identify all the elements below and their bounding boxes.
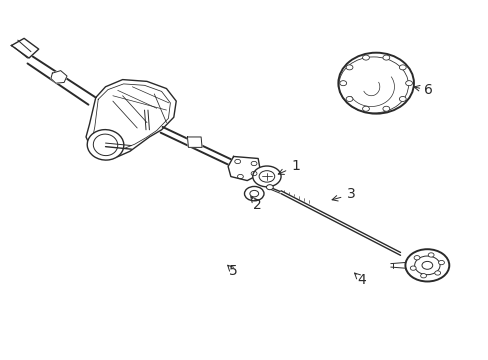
Ellipse shape — [405, 249, 448, 282]
Text: 5: 5 — [229, 265, 238, 278]
Circle shape — [409, 266, 415, 270]
Text: 2: 2 — [253, 198, 262, 212]
Circle shape — [346, 96, 352, 102]
Polygon shape — [187, 137, 202, 147]
Circle shape — [346, 65, 352, 70]
Circle shape — [434, 271, 440, 275]
Circle shape — [382, 106, 389, 111]
Ellipse shape — [266, 185, 273, 190]
Circle shape — [399, 65, 406, 70]
Text: 6: 6 — [424, 84, 432, 97]
Text: 4: 4 — [356, 273, 365, 287]
Ellipse shape — [338, 53, 413, 114]
Circle shape — [438, 260, 444, 265]
Circle shape — [339, 81, 346, 86]
Polygon shape — [11, 39, 39, 58]
Circle shape — [427, 253, 433, 257]
Circle shape — [399, 96, 406, 102]
Circle shape — [405, 81, 412, 86]
Ellipse shape — [244, 186, 264, 201]
Ellipse shape — [252, 166, 281, 187]
Ellipse shape — [87, 130, 123, 160]
Circle shape — [420, 274, 426, 278]
Polygon shape — [86, 80, 176, 157]
Polygon shape — [227, 157, 261, 181]
Circle shape — [413, 256, 419, 260]
Circle shape — [362, 55, 368, 60]
Text: 1: 1 — [291, 159, 300, 174]
Text: 3: 3 — [346, 187, 355, 201]
Polygon shape — [51, 71, 67, 83]
Circle shape — [362, 106, 368, 111]
Circle shape — [382, 55, 389, 60]
